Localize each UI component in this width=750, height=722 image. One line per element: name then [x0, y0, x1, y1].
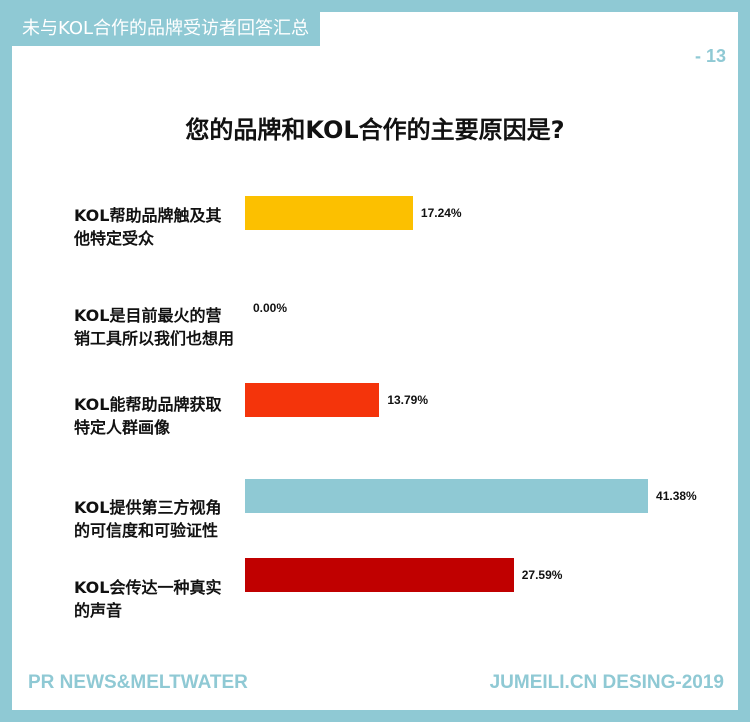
value-label: 13.79%	[387, 393, 429, 407]
category-label: KOL帮助品牌触及其他特定受众	[74, 206, 222, 248]
page-number: - 13	[694, 46, 726, 66]
header-tag: 未与KOL合作的品牌受访者回答汇总	[12, 12, 320, 46]
bar	[245, 558, 514, 592]
category-label: KOL能帮助品牌获取特定人群画像	[74, 395, 222, 437]
bar	[245, 383, 380, 417]
footer-source: PR NEWS&MELTWATER	[28, 672, 248, 693]
value-label: 41.38%	[656, 489, 697, 503]
slide-card: 未与KOL合作的品牌受访者回答汇总 - 13 您的品牌和KOL合作的主要原因是?…	[12, 12, 738, 710]
category-label: KOL提供第三方视角的可信度和可验证性	[74, 498, 222, 540]
category-label: KOL会传达一种真实的声音	[74, 578, 222, 620]
chart-title: 您的品牌和KOL合作的主要原因是?	[185, 116, 565, 144]
bar	[245, 479, 649, 513]
bar-chart: KOL帮助品牌触及其他特定受众 17.24% KOL是目前最火的营销工具所以我们也想…	[12, 12, 738, 710]
value-label: 17.24%	[420, 206, 462, 220]
value-label: 0.00%	[253, 301, 288, 315]
category-label: KOL是目前最火的营销工具所以我们也想用	[74, 306, 235, 348]
footer-credit: JUMEILI.CN DESING-2019	[489, 672, 724, 693]
value-label: 27.59%	[521, 568, 563, 582]
bar	[245, 196, 413, 230]
